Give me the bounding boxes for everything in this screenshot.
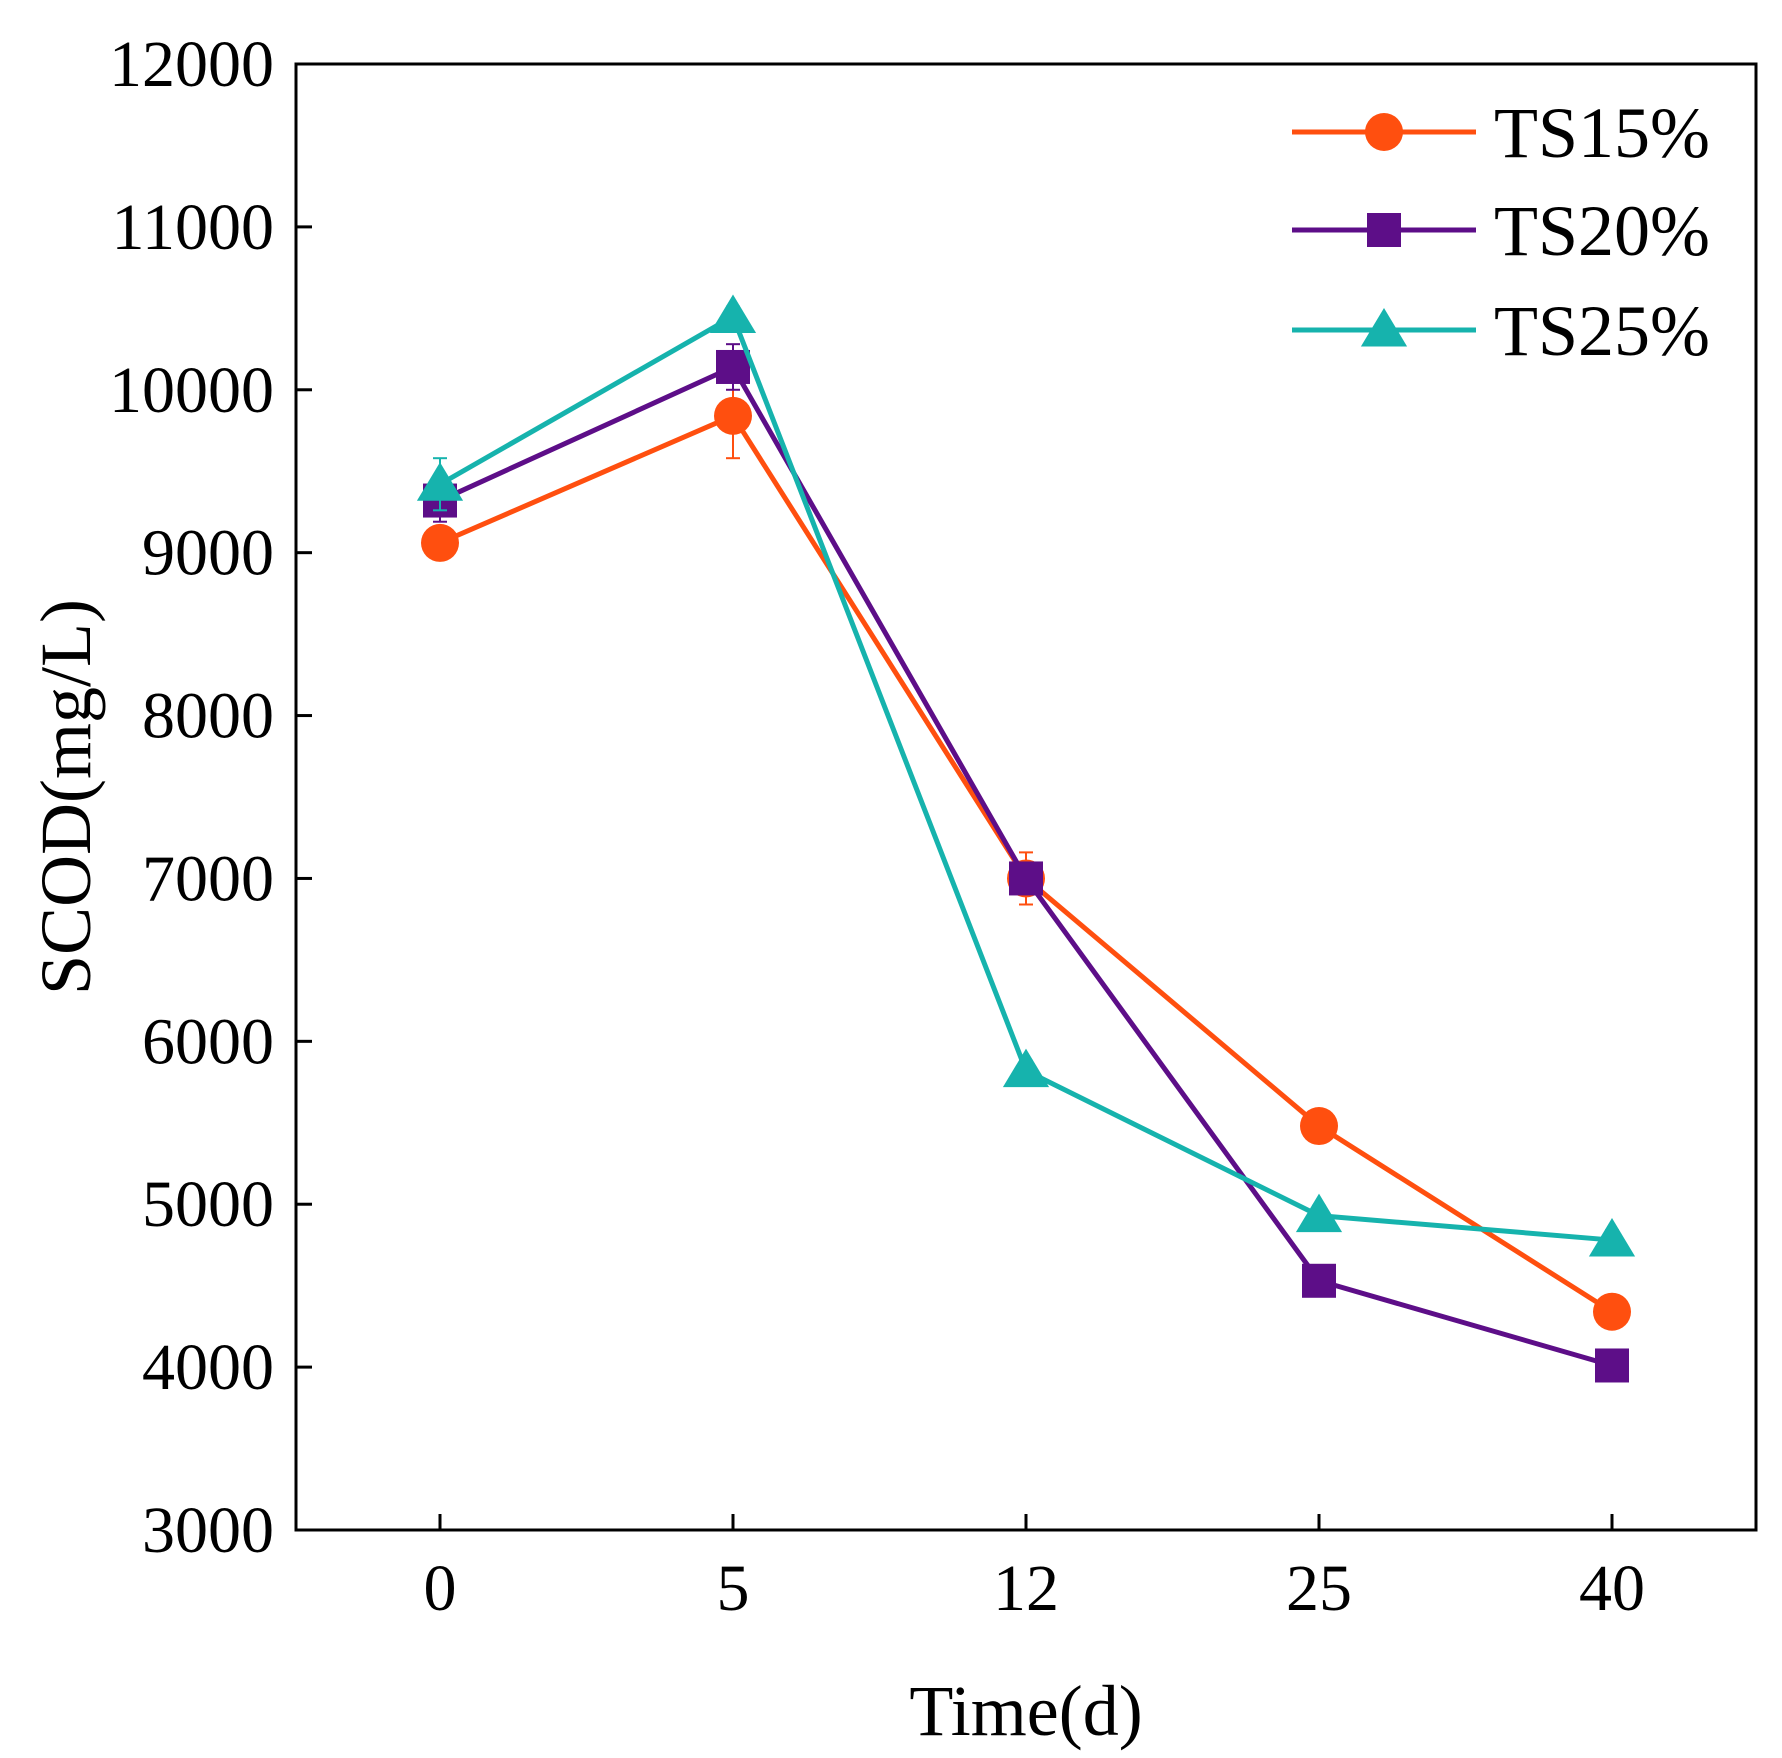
legend-item-TS15%: TS15% — [1292, 93, 1710, 173]
point-TS15%-0 — [421, 523, 459, 562]
point-TS25%-40 — [1588, 1218, 1636, 1257]
legend-marker-TS25% — [1360, 308, 1408, 347]
y-tick-label-7000: 7000 — [142, 842, 274, 915]
legend-label-TS15%: TS15% — [1494, 93, 1710, 173]
y-axis-title: SCOD(mg/L) — [26, 599, 106, 995]
x-axis: 0 5 12 25 40 — [424, 1514, 1645, 1625]
x-tick-label-12: 12 — [993, 1552, 1059, 1625]
series-TS25% — [416, 294, 1636, 1257]
y-tick-label-12000: 12000 — [109, 28, 274, 101]
legend-marker-TS20% — [1367, 213, 1401, 247]
point-TS25%-0 — [416, 462, 464, 501]
legend-item-TS25%: TS25% — [1292, 291, 1710, 371]
point-TS20%-40 — [1595, 1348, 1629, 1383]
point-TS25%-12 — [1002, 1048, 1050, 1088]
legend-label-TS20%: TS20% — [1494, 191, 1710, 271]
y-tick-label-9000: 9000 — [142, 517, 274, 590]
point-TS20%-5 — [716, 349, 750, 384]
y-tick-label-6000: 6000 — [142, 1005, 274, 1078]
point-TS15%-5 — [714, 396, 752, 435]
y-tick-label-4000: 4000 — [142, 1331, 274, 1404]
y-tick-label-11000: 11000 — [111, 191, 274, 264]
x-axis-title: Time(d) — [909, 1671, 1142, 1751]
y-tick-label-3000: 3000 — [142, 1494, 274, 1567]
x-tick-label-0: 0 — [424, 1552, 457, 1625]
y-axis: 3000 4000 5000 6000 7000 8000 9000 10000 11000 12… — [109, 28, 312, 1567]
x-tick-label-5: 5 — [717, 1552, 750, 1625]
legend-label-TS25%: TS25% — [1494, 291, 1710, 371]
point-TS25%-25 — [1295, 1193, 1343, 1233]
y-tick-label-10000: 10000 — [109, 354, 274, 427]
legend-marker-TS15% — [1365, 113, 1403, 151]
point-TS25%-5 — [709, 294, 757, 333]
y-tick-label-5000: 5000 — [142, 1168, 274, 1241]
point-TS15%-40 — [1593, 1292, 1631, 1331]
y-tick-label-8000: 8000 — [142, 680, 274, 753]
point-TS20%-25 — [1302, 1263, 1336, 1298]
series-layer — [416, 294, 1636, 1383]
legend: TS15% TS20% TS25% — [1292, 93, 1710, 371]
point-TS15%-25 — [1300, 1107, 1338, 1146]
x-tick-label-25: 25 — [1286, 1552, 1352, 1625]
x-tick-label-40: 40 — [1579, 1552, 1645, 1625]
legend-item-TS20%: TS20% — [1292, 191, 1710, 271]
point-TS20%-12 — [1009, 861, 1043, 896]
